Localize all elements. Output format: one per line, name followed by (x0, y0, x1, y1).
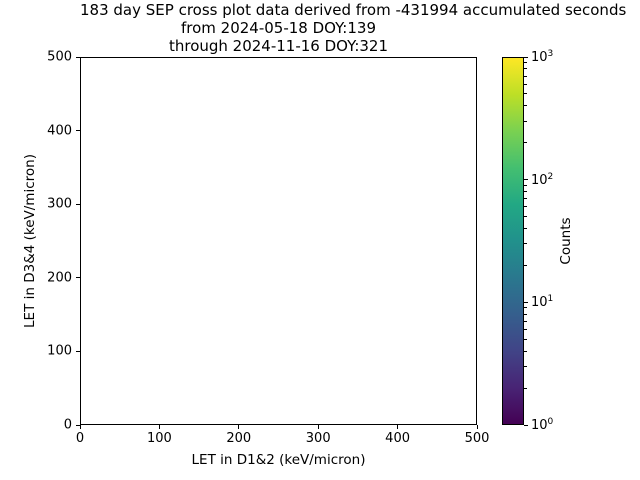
x-tick-label: 0 (75, 431, 85, 446)
chart-title-line-2: from 2024-05-18 DOY:139 (180, 19, 376, 37)
colorbar (502, 57, 524, 425)
colorbar-minor-tick-mark (524, 142, 527, 144)
y-tick-label: 100 (47, 343, 72, 359)
colorbar-minor-tick-mark (524, 93, 527, 95)
colorbar-tick-label: 101 (531, 294, 554, 311)
x-tick-mark (317, 425, 319, 429)
colorbar-minor-tick-mark (524, 184, 527, 186)
colorbar-tick-mark (524, 424, 528, 426)
colorbar-minor-tick-mark (524, 350, 527, 352)
colorbar-minor-tick-mark (524, 198, 527, 200)
colorbar-minor-tick-mark (524, 387, 527, 389)
colorbar-minor-tick-mark (524, 338, 527, 340)
y-tick-mark (76, 277, 80, 279)
chart-title-line-1: 183 day SEP cross plot data derived from… (80, 1, 627, 19)
colorbar-minor-tick-mark (524, 264, 527, 266)
x-tick-mark (476, 425, 478, 429)
y-axis-label: LET in D3&4 (keV/micron) (22, 154, 38, 328)
y-tick-mark (76, 56, 80, 58)
colorbar-minor-tick-mark (524, 365, 527, 367)
colorbar-tick-mark (524, 56, 528, 58)
colorbar-minor-tick-mark (524, 62, 527, 64)
colorbar-minor-tick-mark (524, 191, 527, 193)
y-tick-label: 500 (47, 49, 72, 65)
colorbar-minor-tick-mark (524, 243, 527, 245)
colorbar-minor-tick-mark (524, 216, 527, 218)
y-tick-label: 200 (47, 270, 72, 286)
x-tick-label: 100 (146, 431, 172, 446)
x-tick-mark (397, 425, 399, 429)
x-tick-mark (238, 425, 240, 429)
colorbar-minor-tick-mark (524, 320, 527, 322)
colorbar-minor-tick-mark (524, 120, 527, 122)
colorbar-minor-tick-mark (524, 105, 527, 107)
x-tick-label: 300 (305, 431, 331, 446)
colorbar-minor-tick-mark (524, 83, 527, 85)
colorbar-minor-tick-mark (524, 206, 527, 208)
colorbar-minor-tick-mark (524, 313, 527, 315)
y-tick-label: 400 (47, 123, 72, 139)
x-tick-mark (79, 425, 81, 429)
colorbar-minor-tick-mark (524, 75, 527, 77)
colorbar-tick-mark (524, 301, 528, 303)
chart-title: 183 day SEP cross plot data derived from… (80, 1, 627, 55)
y-tick-mark (76, 350, 80, 352)
colorbar-minor-tick-mark (524, 227, 527, 229)
colorbar-tick-label: 100 (531, 416, 554, 434)
colorbar-tick-mark (524, 179, 528, 181)
y-tick-label: 300 (47, 196, 72, 212)
x-axis-label: LET in D1&2 (keV/micron) (191, 452, 366, 468)
chart-title-line-3: through 2024-11-16 DOY:321 (168, 37, 389, 55)
y-tick-label: 0 (63, 417, 72, 433)
x-tick-label: 200 (226, 431, 252, 446)
plot-area (80, 57, 477, 425)
colorbar-minor-tick-mark (524, 307, 527, 309)
y-tick-mark (76, 424, 80, 426)
colorbar-label: Counts (558, 217, 574, 265)
y-tick-mark (76, 203, 80, 205)
colorbar-minor-tick-mark (524, 68, 527, 70)
colorbar-minor-tick-mark (524, 329, 527, 331)
colorbar-tick-label: 102 (531, 171, 554, 188)
y-tick-mark (76, 130, 80, 132)
x-tick-label: 500 (464, 431, 490, 446)
x-tick-label: 400 (385, 431, 411, 446)
colorbar-tick-label: 103 (531, 48, 554, 66)
x-tick-mark (158, 425, 160, 429)
